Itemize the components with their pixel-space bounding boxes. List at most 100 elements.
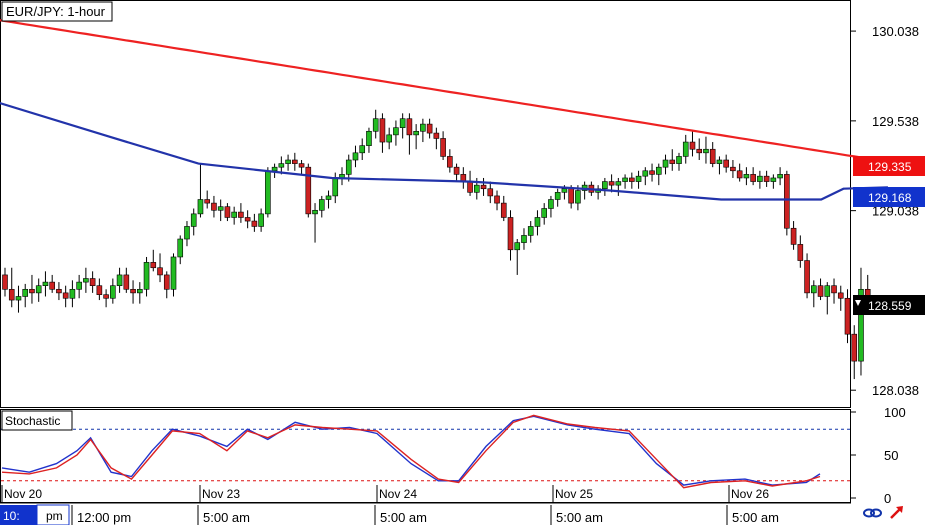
- candle-body: [130, 288, 136, 294]
- cursor-time-label: 10:: [3, 509, 20, 523]
- candle: [453, 163, 460, 182]
- candle: [716, 156, 723, 175]
- moving-averages: [0, 19, 889, 201]
- candle: [170, 253, 177, 297]
- candle-body: [406, 118, 413, 136]
- candle-body: [177, 238, 184, 258]
- candle: [56, 282, 62, 301]
- candle-body: [103, 294, 109, 299]
- candle: [608, 174, 615, 193]
- stochastic-axis: 100 50 0: [851, 405, 906, 506]
- candle: [285, 154, 291, 171]
- candle-body: [669, 159, 676, 164]
- candle-body: [635, 175, 642, 182]
- candle-body: [662, 159, 669, 168]
- candle: [696, 138, 703, 161]
- candle-body: [42, 281, 49, 286]
- candle: [440, 131, 446, 161]
- candle: [15, 285, 22, 313]
- candle: [770, 174, 777, 189]
- candle-body: [56, 288, 62, 294]
- candle: [548, 195, 554, 218]
- candle-body: [790, 227, 797, 245]
- candle: [399, 113, 406, 139]
- candle: [278, 156, 285, 175]
- candle: [251, 213, 258, 232]
- candle: [318, 195, 325, 218]
- price-tick-label: 130.038: [872, 24, 919, 39]
- red-ma-price-tag: 129.335: [853, 156, 925, 176]
- candle: [42, 271, 49, 297]
- candle: [844, 289, 851, 344]
- candle: [447, 149, 453, 173]
- candle-body: [123, 274, 130, 290]
- candle: [143, 256, 150, 297]
- candle-body: [116, 274, 123, 286]
- candle: [824, 282, 831, 315]
- candle-body: [332, 177, 339, 197]
- candle-body: [352, 152, 359, 161]
- candle-body: [521, 235, 527, 243]
- candle-body: [413, 130, 419, 136]
- current-price-label: 128.559: [868, 299, 912, 313]
- candle-body: [810, 285, 817, 294]
- candle-body: [143, 262, 150, 290]
- candle: [554, 188, 561, 207]
- candle-body: [217, 206, 224, 211]
- candle-body: [743, 174, 750, 179]
- candle: [123, 267, 130, 293]
- candle: [669, 149, 676, 171]
- candle: [743, 167, 750, 186]
- candle: [372, 109, 379, 139]
- candle-body: [29, 288, 35, 294]
- candle-body: [676, 156, 682, 164]
- candle-body: [345, 159, 352, 175]
- candle-body: [292, 159, 298, 164]
- date-label: Nov 23: [202, 487, 240, 501]
- candle-body: [426, 123, 433, 134]
- candle: [527, 221, 534, 243]
- candle-body: [372, 118, 379, 132]
- candle-body: [527, 226, 534, 236]
- date-label: Nov 24: [379, 487, 417, 501]
- candle-body: [757, 175, 763, 182]
- candle-body: [96, 285, 103, 295]
- candle-body: [615, 181, 622, 186]
- candle-body: [824, 285, 831, 297]
- candle-body: [89, 278, 96, 286]
- candle: [292, 152, 298, 171]
- blue-ma-price-tag: 129.168: [853, 187, 925, 207]
- candle: [750, 167, 756, 186]
- candle: [197, 163, 204, 218]
- candle-body: [709, 148, 716, 164]
- candle-body: [575, 190, 581, 204]
- blue-ma-price-label: 129.168: [868, 191, 912, 205]
- candle: [433, 127, 440, 150]
- candle-body: [655, 166, 662, 175]
- candle-body: [837, 292, 844, 299]
- candle-body: [797, 244, 804, 261]
- link-icon[interactable]: [863, 508, 882, 518]
- candle: [480, 177, 487, 196]
- candle: [487, 181, 494, 204]
- candle: [514, 239, 521, 275]
- candle-body: [49, 281, 55, 290]
- candle: [130, 280, 136, 304]
- stochastic-tick-label: 100: [884, 405, 906, 420]
- current-price-marker-icon: [855, 300, 861, 306]
- candle: [851, 325, 858, 380]
- candle-body: [682, 141, 689, 157]
- candle: [682, 134, 689, 164]
- candle: [231, 206, 237, 225]
- candle: [89, 271, 96, 293]
- candle: [137, 282, 143, 304]
- candle-body: [784, 174, 790, 229]
- candle: [35, 278, 42, 302]
- red-ma-price-label: 129.335: [868, 160, 912, 174]
- candle-body: [514, 242, 521, 251]
- candle-body: [500, 202, 507, 218]
- candle: [500, 195, 507, 222]
- candle-body: [150, 262, 157, 269]
- arrow-icon[interactable]: [890, 506, 903, 519]
- stochastic-d-line: [1, 414, 821, 489]
